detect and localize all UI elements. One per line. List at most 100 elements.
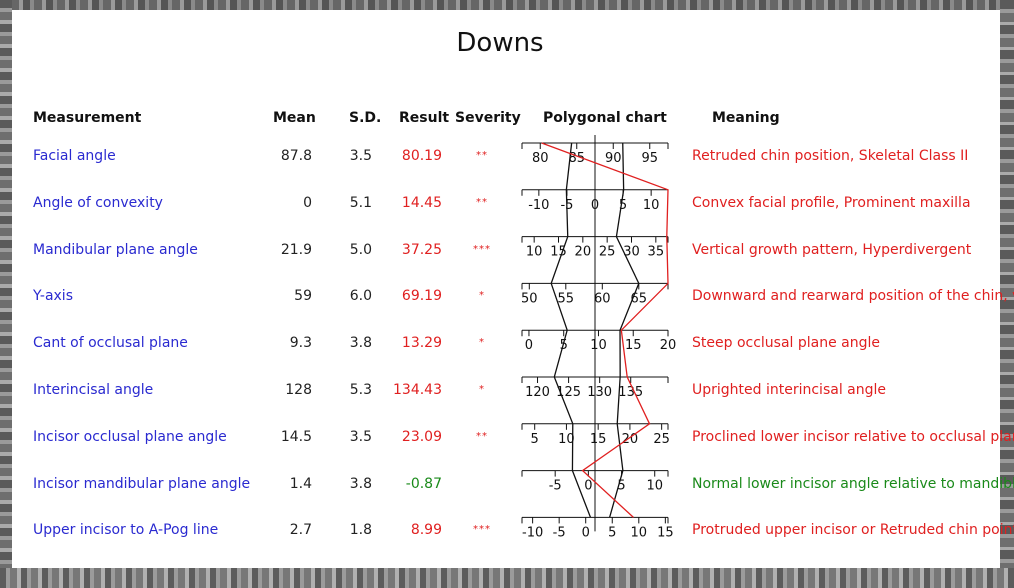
chart-tick-label: 20 <box>660 338 677 353</box>
chart-tick-label: 10 <box>646 479 663 494</box>
chart-tick-label: 25 <box>599 245 616 260</box>
meaning-text: Protruded upper incisor or Retruded chin… <box>692 522 1014 539</box>
mean-value: 1.4 <box>289 475 312 492</box>
sd-value: 6.0 <box>349 288 372 305</box>
chart-tick-label: 10 <box>526 245 543 260</box>
meaning-text: Retruded chin position, Skeletal Class I… <box>692 148 969 164</box>
severity-stars: *** <box>473 243 491 255</box>
severity-stars: ** <box>476 430 488 442</box>
chart-tick-label: 5 <box>617 479 625 494</box>
meaning-text: Normal lower incisor angle relative to m… <box>692 475 1014 492</box>
measurement-label: Y-axis <box>33 288 73 305</box>
sd-value: 3.5 <box>349 148 372 164</box>
chart-tick-label: 60 <box>594 291 611 306</box>
chart-tick-label: 15 <box>625 338 642 353</box>
meaning-text: Vertical growth pattern, Hyperdivergent <box>692 241 972 258</box>
measurement-label: Angle of convexity <box>33 194 163 211</box>
header-sd: S.D. <box>349 110 382 126</box>
chart-norm-lower-polyline <box>550 142 592 518</box>
chart-tick-label: 10 <box>643 198 660 213</box>
chart-result-polyline <box>541 142 669 518</box>
chart-tick-label: 50 <box>521 291 538 306</box>
measurement-label: Mandibular plane angle <box>33 241 198 258</box>
chart-tick-label: 10 <box>631 525 648 540</box>
result-value: 23.09 <box>401 428 442 445</box>
mean-value: 2.7 <box>289 522 312 539</box>
measurement-label: Incisor mandibular plane angle <box>33 475 251 492</box>
chart-tick-label: 130 <box>587 385 612 400</box>
measurement-label: Cant of occlusal plane <box>33 335 188 352</box>
result-value: 8.99 <box>410 522 442 539</box>
chart-tick-label: 5 <box>608 525 616 540</box>
chart-tick-label: 0 <box>582 525 590 540</box>
chart-tick-label: 0 <box>525 338 533 353</box>
chart-tick-label: -10 <box>528 198 549 213</box>
result-value: 13.29 <box>401 335 442 352</box>
meaning-text: Proclined lower incisor relative to occl… <box>692 428 1014 445</box>
meaning-text: Uprighted interincisal angle <box>692 382 887 398</box>
result-value: 37.25 <box>401 241 442 258</box>
chart-tick-label: 20 <box>622 432 639 447</box>
measurement-label: Incisor occlusal plane angle <box>33 428 227 445</box>
severity-stars: * <box>479 384 485 395</box>
result-value: 69.19 <box>401 288 442 305</box>
chart-tick-label: 80 <box>532 151 549 166</box>
sd-value: 5.3 <box>349 382 372 398</box>
chart-tick-label: 0 <box>584 479 592 494</box>
mean-value: 128 <box>285 382 312 398</box>
chart-tick-label: 20 <box>575 245 592 260</box>
chart-tick-label: -10 <box>522 525 543 540</box>
result-value: 134.43 <box>393 382 442 398</box>
mean-value: 0 <box>303 194 312 211</box>
severity-stars: ** <box>476 150 488 161</box>
meaning-text: Convex facial profile, Prominent maxilla <box>692 194 971 211</box>
measurement-label: Facial angle <box>33 148 116 164</box>
chart-tick-label: -5 <box>549 479 562 494</box>
frame-left-border <box>0 0 12 588</box>
sd-value: 3.8 <box>349 335 372 352</box>
mean-value: 14.5 <box>280 428 312 445</box>
chart-tick-label: 15 <box>550 245 567 260</box>
sd-value: 5.1 <box>349 194 372 211</box>
result-value: -0.87 <box>405 475 442 492</box>
mean-value: 9.3 <box>289 335 312 352</box>
chart-tick-label: -5 <box>553 525 566 540</box>
mean-value: 59 <box>294 288 312 305</box>
chart-tick-label: 15 <box>590 432 607 447</box>
chart-tick-label: 10 <box>558 432 575 447</box>
chart-tick-label: 120 <box>525 385 550 400</box>
severity-stars: * <box>479 337 485 349</box>
page-title: Downs <box>456 28 544 58</box>
result-value: 80.19 <box>401 148 442 164</box>
chart-tick-label: 5 <box>560 338 568 353</box>
meaning-text: Steep occlusal plane angle <box>692 335 881 352</box>
severity-stars: *** <box>473 524 491 536</box>
result-value: 14.45 <box>401 194 442 211</box>
header-polygonal-chart: Polygonal chart <box>543 110 667 126</box>
chart-tick-label: 30 <box>623 245 640 260</box>
chart-norm-upper-polyline <box>608 142 640 518</box>
frame-bottom-border <box>0 568 1014 588</box>
header-result: Result <box>399 110 450 126</box>
chart-tick-label: 15 <box>657 525 674 540</box>
measurement-label: Interincisal angle <box>33 382 154 398</box>
mean-value: 87.8 <box>280 148 312 164</box>
frame-right-border <box>1000 0 1014 588</box>
chart-tick-label: 5 <box>531 432 539 447</box>
chart-tick-label: 25 <box>653 432 670 447</box>
header-mean: Mean <box>273 110 316 126</box>
sd-value: 1.8 <box>349 522 372 539</box>
header-measurement: Measurement <box>33 110 142 126</box>
chart-tick-label: 135 <box>618 385 643 400</box>
severity-stars: * <box>479 290 485 302</box>
frame-top-border <box>0 0 1014 10</box>
chart-tick-label: 95 <box>641 151 658 166</box>
chart-tick-label: 55 <box>558 291 575 306</box>
chart-tick-label: 10 <box>590 338 607 353</box>
chart-tick-label: 90 <box>605 151 622 166</box>
sd-value: 5.0 <box>349 241 372 258</box>
sd-value: 3.5 <box>349 428 372 445</box>
severity-stars: ** <box>476 196 488 208</box>
header-meaning: Meaning <box>712 110 780 126</box>
